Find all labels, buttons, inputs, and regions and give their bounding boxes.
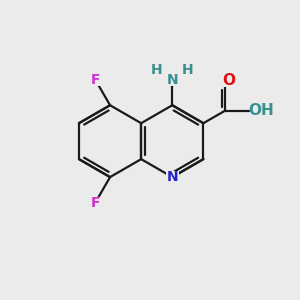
Text: N: N xyxy=(167,73,178,87)
FancyBboxPatch shape xyxy=(166,171,179,183)
FancyBboxPatch shape xyxy=(251,104,272,117)
FancyBboxPatch shape xyxy=(222,74,236,87)
Text: H: H xyxy=(182,63,194,77)
Text: F: F xyxy=(91,196,100,210)
FancyBboxPatch shape xyxy=(166,74,179,86)
FancyBboxPatch shape xyxy=(88,74,102,86)
Text: H: H xyxy=(151,63,163,77)
Text: O: O xyxy=(222,73,235,88)
Text: F: F xyxy=(90,73,100,87)
FancyBboxPatch shape xyxy=(89,197,102,209)
Text: N: N xyxy=(167,170,178,184)
Text: OH: OH xyxy=(249,103,274,118)
